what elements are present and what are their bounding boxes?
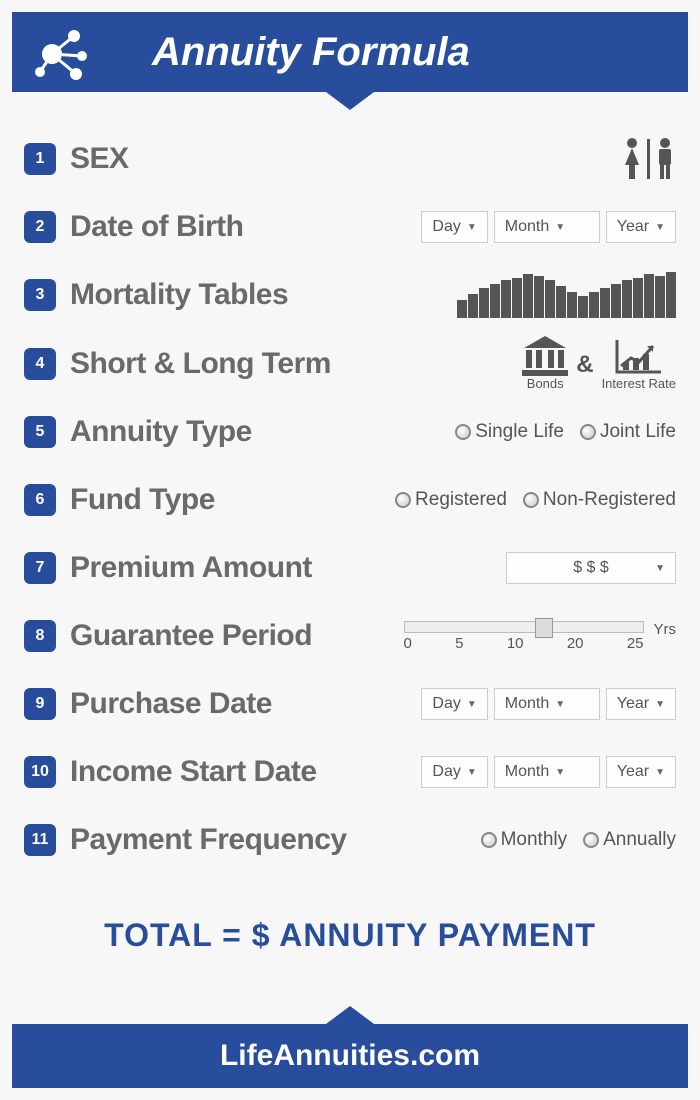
radio-registered[interactable]: Registered bbox=[395, 489, 507, 511]
row-payment-freq: 11 Payment Frequency Monthly Annually bbox=[24, 813, 676, 867]
bonds-icon-group: Bonds bbox=[522, 336, 568, 391]
step-number: 9 bbox=[24, 688, 56, 720]
divider-icon bbox=[647, 139, 650, 179]
year-select[interactable]: Year▼ bbox=[606, 756, 676, 788]
guarantee-slider[interactable]: 05102025 bbox=[404, 621, 644, 652]
year-select[interactable]: Year▼ bbox=[606, 688, 676, 720]
radio-icon bbox=[583, 832, 599, 848]
row-label: Purchase Date bbox=[70, 687, 421, 721]
chevron-down-icon: ▼ bbox=[655, 699, 665, 710]
chevron-down-icon: ▼ bbox=[467, 222, 477, 233]
form-content: 1 SEX 2 Date of Birth Day▼ Month▼ Year▼ … bbox=[0, 92, 700, 1024]
step-number: 11 bbox=[24, 824, 56, 856]
row-shortlong: 4 Short & Long Term Bonds & Interest Rat… bbox=[24, 336, 676, 391]
day-select[interactable]: Day▼ bbox=[421, 688, 487, 720]
row-mortality: 3 Mortality Tables bbox=[24, 268, 676, 322]
row-label: Guarantee Period bbox=[70, 619, 404, 653]
slider-thumb[interactable] bbox=[535, 618, 553, 638]
bonds-interest-icons: Bonds & Interest Rate bbox=[522, 336, 676, 391]
chevron-down-icon: ▼ bbox=[655, 767, 665, 778]
row-premium: 7 Premium Amount $ $ $▼ bbox=[24, 541, 676, 595]
female-icon bbox=[621, 137, 643, 181]
interest-icon-group: Interest Rate bbox=[602, 336, 676, 391]
radio-single-life[interactable]: Single Life bbox=[455, 421, 564, 443]
header-banner: Annuity Formula bbox=[12, 12, 688, 92]
guarantee-control: 05102025 Yrs bbox=[404, 621, 677, 652]
row-fund-type: 6 Fund Type Registered Non-Registered bbox=[24, 473, 676, 527]
step-number: 5 bbox=[24, 416, 56, 448]
purchase-date-selects: Day▼ Month▼ Year▼ bbox=[421, 688, 676, 720]
footer-notch bbox=[326, 1006, 374, 1024]
premium-control: $ $ $▼ bbox=[506, 552, 676, 584]
premium-select[interactable]: $ $ $▼ bbox=[506, 552, 676, 584]
total-line: TOTAL = $ ANNUITY PAYMENT bbox=[24, 917, 676, 954]
step-number: 6 bbox=[24, 484, 56, 516]
month-select[interactable]: Month▼ bbox=[494, 211, 600, 243]
month-select[interactable]: Month▼ bbox=[494, 688, 600, 720]
male-icon bbox=[654, 137, 676, 181]
chart-up-icon bbox=[613, 336, 665, 376]
year-select[interactable]: Year▼ bbox=[606, 211, 676, 243]
row-dob: 2 Date of Birth Day▼ Month▼ Year▼ bbox=[24, 200, 676, 254]
row-annuity-type: 5 Annuity Type Single Life Joint Life bbox=[24, 405, 676, 459]
step-number: 7 bbox=[24, 552, 56, 584]
footer-text: LifeAnnuities.com bbox=[220, 1039, 480, 1073]
radio-icon bbox=[395, 492, 411, 508]
radio-monthly[interactable]: Monthly bbox=[481, 829, 568, 851]
years-unit: Yrs bbox=[654, 621, 677, 638]
chevron-down-icon: ▼ bbox=[655, 222, 665, 233]
step-number: 4 bbox=[24, 348, 56, 380]
ampersand: & bbox=[576, 351, 593, 379]
chevron-down-icon: ▼ bbox=[467, 767, 477, 778]
chevron-down-icon: ▼ bbox=[555, 767, 565, 778]
annuity-type-radios: Single Life Joint Life bbox=[455, 421, 676, 443]
step-number: 8 bbox=[24, 620, 56, 652]
radio-joint-life[interactable]: Joint Life bbox=[580, 421, 676, 443]
sex-selector[interactable] bbox=[621, 137, 676, 181]
month-select[interactable]: Month▼ bbox=[494, 756, 600, 788]
radio-annually[interactable]: Annually bbox=[583, 829, 676, 851]
row-purchase-date: 9 Purchase Date Day▼ Month▼ Year▼ bbox=[24, 677, 676, 731]
radio-icon bbox=[580, 424, 596, 440]
row-income-start: 10 Income Start Date Day▼ Month▼ Year▼ bbox=[24, 745, 676, 799]
row-sex: 1 SEX bbox=[24, 132, 676, 186]
slider-track bbox=[404, 621, 644, 633]
chevron-down-icon: ▼ bbox=[655, 563, 665, 574]
radio-icon bbox=[455, 424, 471, 440]
day-select[interactable]: Day▼ bbox=[421, 756, 487, 788]
footer-banner: LifeAnnuities.com bbox=[12, 1024, 688, 1088]
mortality-chart-icon bbox=[457, 272, 676, 318]
row-label: Fund Type bbox=[70, 483, 395, 517]
dob-selects: Day▼ Month▼ Year▼ bbox=[421, 211, 676, 243]
bank-icon bbox=[522, 336, 568, 376]
payment-freq-radios: Monthly Annually bbox=[481, 829, 676, 851]
day-select[interactable]: Day▼ bbox=[421, 211, 487, 243]
page-title: Annuity Formula bbox=[152, 30, 470, 75]
chevron-down-icon: ▼ bbox=[467, 699, 477, 710]
row-label: Payment Frequency bbox=[70, 823, 481, 857]
step-number: 10 bbox=[24, 756, 56, 788]
chevron-down-icon: ▼ bbox=[555, 699, 565, 710]
radio-icon bbox=[523, 492, 539, 508]
fund-type-radios: Registered Non-Registered bbox=[395, 489, 676, 511]
header-notch bbox=[326, 92, 374, 110]
slider-labels: 05102025 bbox=[404, 635, 644, 652]
row-label: Annuity Type bbox=[70, 415, 455, 449]
income-start-selects: Day▼ Month▼ Year▼ bbox=[421, 756, 676, 788]
radio-nonregistered[interactable]: Non-Registered bbox=[523, 489, 676, 511]
row-label: SEX bbox=[70, 142, 621, 176]
row-label: Short & Long Term bbox=[70, 347, 522, 381]
step-number: 2 bbox=[24, 211, 56, 243]
step-number: 1 bbox=[24, 143, 56, 175]
step-number: 3 bbox=[24, 279, 56, 311]
row-label: Premium Amount bbox=[70, 551, 506, 585]
row-label: Income Start Date bbox=[70, 755, 421, 789]
row-guarantee: 8 Guarantee Period 05102025 Yrs bbox=[24, 609, 676, 663]
network-icon bbox=[32, 22, 102, 82]
radio-icon bbox=[481, 832, 497, 848]
row-label: Date of Birth bbox=[70, 210, 421, 244]
row-label: Mortality Tables bbox=[70, 278, 457, 312]
chevron-down-icon: ▼ bbox=[555, 222, 565, 233]
